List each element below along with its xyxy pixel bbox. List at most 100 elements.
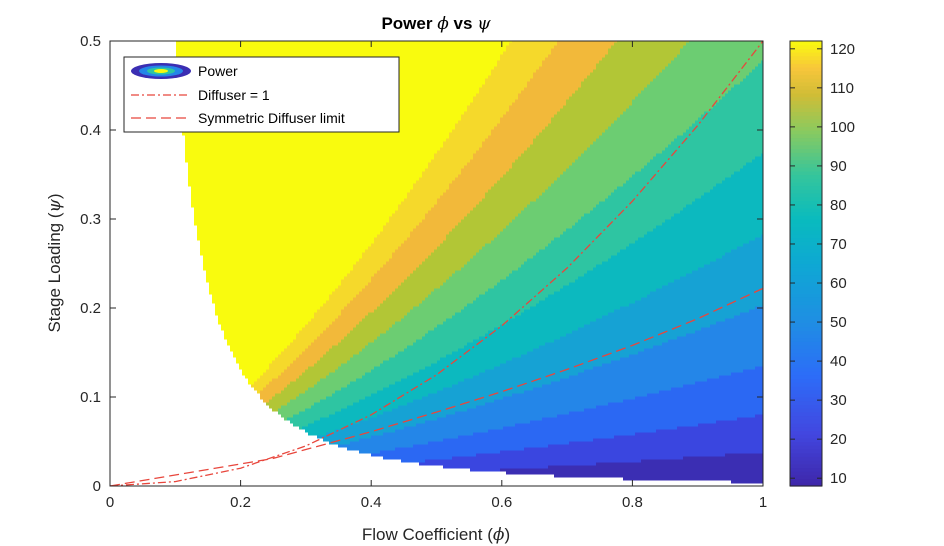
contour-band-cell [569,165,573,229]
contour-band-cell [335,411,339,430]
contour-band-cell [734,41,738,85]
contour-band-cell [635,96,639,172]
contour-band-cell [599,366,603,406]
contour-band-cell [473,153,477,208]
contour-band-cell [740,417,744,454]
contour-band-cell [497,453,501,472]
contour-band-cell [317,309,321,337]
colorbar-segment [790,426,822,431]
contour-band-cell [296,333,300,358]
contour-band-cell [536,69,540,136]
contour-band-cell [707,378,711,424]
contour-band-cell [407,276,411,313]
contour-band-cell [647,162,651,232]
diffuser-line [110,41,763,486]
contour-band-cell [560,414,564,445]
contour-band-cell [518,423,522,451]
contour-band-cell [476,375,480,406]
contour-band-cell [647,41,651,85]
contour-band-cell [545,57,549,127]
contour-band-cell [446,279,450,319]
contour-band-cell [491,240,495,289]
contour-band-cell [710,108,714,190]
contour-band-cell [608,195,612,259]
contour-band-cell [467,162,471,214]
contour-band-cell [665,285,669,343]
contour-band-cell [431,441,435,460]
contour-band-cell [482,336,486,373]
contour-band-cell [443,240,447,283]
contour-band-cell [371,417,375,436]
contour-band-cell [545,246,549,298]
contour-band-cell [449,318,453,355]
contour-band-cell [323,378,327,400]
contour-band-cell [722,456,726,481]
contour-band-cell [314,339,318,364]
contour-band-cell [290,381,294,400]
contour-band-cell [566,228,570,286]
contour-band-cell [470,378,474,409]
contour-band-cell [713,324,717,379]
contour-band-cell [425,258,429,298]
contour-band-cell [746,369,750,418]
colorbar-segment [790,408,822,413]
contour-band-cell [356,423,360,442]
contour-band-cell [743,243,747,313]
contour-band-cell [314,312,318,340]
contour-band-cell [368,282,372,313]
contour-band-cell [653,41,657,79]
colorbar-segment [790,274,822,279]
contour-band-cell [599,318,603,367]
contour-band-cell [386,261,390,298]
contour-band-cell [482,41,486,85]
contour-band-cell [482,372,486,406]
contour-band-cell [323,399,327,418]
contour-band-cell [530,447,534,469]
contour-band-cell [662,342,666,391]
contour-band-cell [701,423,705,457]
contour-band-cell [509,318,513,361]
contour-band-cell [380,435,384,451]
contour-band-cell [653,459,657,481]
colorbar-segment [790,300,822,305]
contour-band-cell [401,201,405,244]
contour-band-cell [575,41,579,91]
colorbar-segment [790,141,822,146]
contour-band-cell [407,375,411,403]
contour-band-cell [626,306,630,358]
contour-band-cell [671,339,675,388]
contour-band-cell [626,246,630,307]
colorbar-segment [790,367,822,372]
contour-band-cell [404,447,408,463]
contour-band-cell [551,444,555,466]
contour-band-cell [503,228,507,280]
contour-band-cell [443,141,447,193]
contour-band-cell [755,366,759,415]
contour-band-cell [569,41,573,97]
contour-band-cell [641,459,645,481]
contour-band-cell [383,450,387,460]
contour-band-cell [287,384,291,403]
contour-band-cell [623,249,627,307]
contour-band-cell [338,285,342,316]
contour-band-cell [674,459,678,481]
colorbar-segment [790,478,822,483]
contour-band-cell [275,357,279,379]
contour-band-cell [485,138,489,193]
contour-band-cell [623,462,627,481]
contour-band-cell [446,459,450,469]
colorbar-segment [790,148,822,153]
contour-band-cell [314,41,318,313]
contour-band-cell [719,41,723,100]
contour-band-cell [671,216,675,283]
contour-band-cell [662,150,666,223]
contour-band-cell [341,279,345,310]
contour-band-cell [557,381,561,415]
contour-band-cell [737,246,741,316]
contour-band-cell [635,354,639,397]
contour-band-cell [647,459,651,481]
contour-band-cell [395,447,399,460]
contour-band-cell [527,423,531,448]
contour-band-cell [551,417,555,445]
contour-band-cell [686,273,690,334]
